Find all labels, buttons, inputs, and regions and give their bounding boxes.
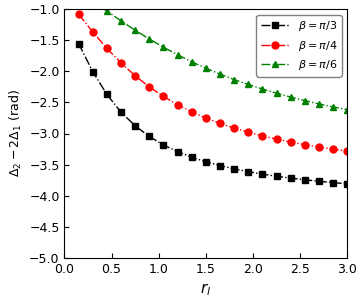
$\beta = \pi/4$ [204,116,208,120]
Line: $\beta = \pi/4$: $\beta = \pi/4$ [75,11,351,155]
$\beta = \pi/6$ [119,19,123,23]
$\beta = \pi/6$ [260,87,265,91]
X-axis label: $r_l$: $r_l$ [200,281,212,298]
$\beta = \pi/6$ [190,60,194,64]
$\beta = \pi/3$ [91,70,95,74]
$\beta = \pi/6$ [91,0,95,2]
$\beta = \pi/3$ [317,179,321,183]
$\beta = \pi/4$ [161,95,165,98]
$\beta = \pi/3$ [345,182,349,186]
$\beta = \pi/6$ [204,66,208,70]
$\beta = \pi/6$ [331,105,335,109]
$\beta = \pi/3$ [161,143,165,147]
$\beta = \pi/3$ [119,110,123,114]
$\beta = \pi/4$ [175,103,180,106]
$\beta = \pi/3$ [331,181,335,184]
$\beta = \pi/4$ [119,61,123,65]
$\beta = \pi/4$ [345,149,349,153]
$\beta = \pi/6$ [175,53,180,57]
$\beta = \pi/3$ [190,155,194,159]
$\beta = \pi/6$ [289,95,293,99]
$\beta = \pi/6$ [161,45,165,49]
Line: $\beta = \pi/6$: $\beta = \pi/6$ [75,0,351,113]
$\beta = \pi/6$ [133,28,137,32]
$\beta = \pi/4$ [274,137,279,141]
$\beta = \pi/3$ [289,176,293,180]
$\beta = \pi/4$ [303,143,307,146]
$\beta = \pi/3$ [76,42,81,45]
$\beta = \pi/4$ [91,30,95,34]
$\beta = \pi/3$ [232,167,236,171]
$\beta = \pi/4$ [331,147,335,151]
$\beta = \pi/4$ [76,12,81,16]
$\beta = \pi/3$ [274,174,279,178]
$\beta = \pi/4$ [232,126,236,130]
$\beta = \pi/6$ [147,37,151,41]
Y-axis label: $\Delta_2-2\Delta_1$ (rad): $\Delta_2-2\Delta_1$ (rad) [8,90,24,177]
$\beta = \pi/4$ [190,110,194,114]
$\beta = \pi/6$ [218,72,222,76]
$\beta = \pi/4$ [317,145,321,149]
$\beta = \pi/3$ [260,172,265,176]
$\beta = \pi/3$ [175,150,180,154]
$\beta = \pi/4$ [260,134,265,138]
$\beta = \pi/3$ [133,124,137,128]
$\beta = \pi/3$ [246,170,250,173]
$\beta = \pi/3$ [147,135,151,138]
$\beta = \pi/6$ [274,92,279,95]
$\beta = \pi/6$ [246,83,250,86]
$\beta = \pi/6$ [317,102,321,106]
$\beta = \pi/6$ [232,78,236,81]
Line: $\beta = \pi/3$: $\beta = \pi/3$ [75,40,351,187]
$\beta = \pi/6$ [345,108,349,112]
$\beta = \pi/6$ [105,9,109,13]
$\beta = \pi/4$ [147,85,151,89]
$\beta = \pi/4$ [133,74,137,78]
$\beta = \pi/4$ [105,46,109,50]
Legend: $\beta = \pi/3$, $\beta = \pi/4$, $\beta = \pi/6$: $\beta = \pi/3$, $\beta = \pi/4$, $\beta… [256,15,342,76]
$\beta = \pi/6$ [303,99,307,102]
$\beta = \pi/3$ [218,164,222,167]
$\beta = \pi/3$ [303,178,307,181]
$\beta = \pi/4$ [218,122,222,125]
$\beta = \pi/4$ [289,140,293,144]
$\beta = \pi/4$ [246,130,250,134]
$\beta = \pi/3$ [204,160,208,164]
$\beta = \pi/3$ [105,93,109,96]
